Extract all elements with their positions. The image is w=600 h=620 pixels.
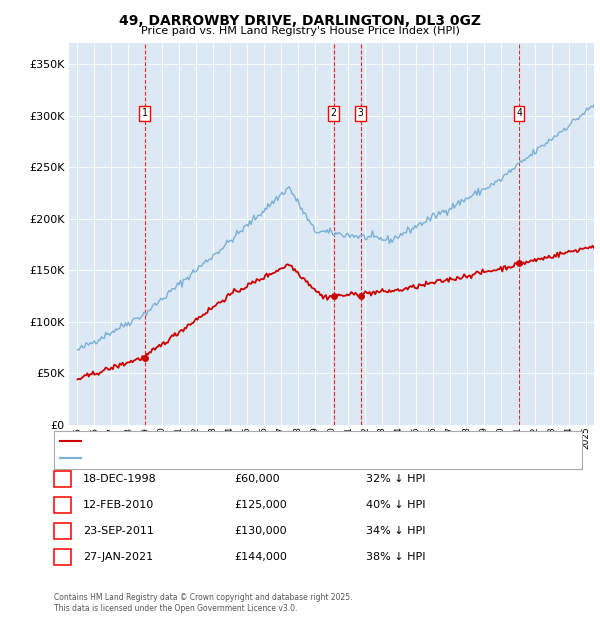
- Text: £144,000: £144,000: [234, 552, 287, 562]
- Text: 49, DARROWBY DRIVE, DARLINGTON, DL3 0GZ: 49, DARROWBY DRIVE, DARLINGTON, DL3 0GZ: [119, 14, 481, 28]
- Text: 3: 3: [59, 526, 65, 536]
- Text: 49, DARROWBY DRIVE, DARLINGTON, DL3 0GZ (detached house): 49, DARROWBY DRIVE, DARLINGTON, DL3 0GZ …: [85, 436, 409, 446]
- Text: 40% ↓ HPI: 40% ↓ HPI: [366, 500, 425, 510]
- Text: 32% ↓ HPI: 32% ↓ HPI: [366, 474, 425, 484]
- Text: £130,000: £130,000: [234, 526, 287, 536]
- Text: Price paid vs. HM Land Registry's House Price Index (HPI): Price paid vs. HM Land Registry's House …: [140, 26, 460, 36]
- Text: 18-DEC-1998: 18-DEC-1998: [83, 474, 157, 484]
- Text: 4: 4: [516, 108, 522, 118]
- Text: 1: 1: [59, 474, 65, 484]
- Text: 2: 2: [59, 500, 65, 510]
- Text: 4: 4: [59, 552, 65, 562]
- Text: 12-FEB-2010: 12-FEB-2010: [83, 500, 154, 510]
- Text: 1: 1: [142, 108, 148, 118]
- Text: 38% ↓ HPI: 38% ↓ HPI: [366, 552, 425, 562]
- Text: £60,000: £60,000: [234, 474, 280, 484]
- Text: 23-SEP-2011: 23-SEP-2011: [83, 526, 154, 536]
- Text: 34% ↓ HPI: 34% ↓ HPI: [366, 526, 425, 536]
- Text: Contains HM Land Registry data © Crown copyright and database right 2025.
This d: Contains HM Land Registry data © Crown c…: [54, 593, 353, 613]
- Text: £125,000: £125,000: [234, 500, 287, 510]
- Text: 27-JAN-2021: 27-JAN-2021: [83, 552, 153, 562]
- Text: 3: 3: [358, 108, 364, 118]
- Text: 2: 2: [331, 108, 337, 118]
- Text: HPI: Average price, detached house, Darlington: HPI: Average price, detached house, Darl…: [85, 453, 322, 463]
